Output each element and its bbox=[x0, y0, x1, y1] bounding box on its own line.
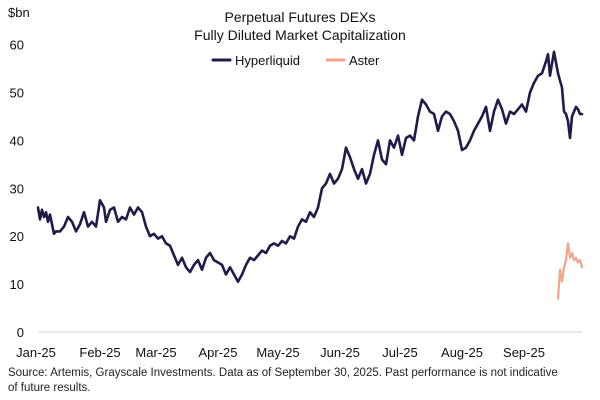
y-tick-label: 50 bbox=[10, 85, 24, 100]
x-tick-label: Jun-25 bbox=[320, 345, 360, 360]
y-tick-label: 0 bbox=[17, 325, 24, 340]
chart-title: Perpetual Futures DEXs bbox=[225, 9, 376, 25]
y-tick-label: 30 bbox=[10, 181, 24, 196]
x-tick-label: Apr-25 bbox=[198, 345, 237, 360]
legend-label: Hyperliquid bbox=[235, 53, 300, 68]
y-tick-label: 40 bbox=[10, 133, 24, 148]
x-tick-label: Aug-25 bbox=[441, 345, 483, 360]
source-note: Source: Artemis, Grayscale Investments. … bbox=[8, 367, 558, 394]
series-line-hyperliquid bbox=[36, 50, 584, 283]
y-tick-label: 60 bbox=[10, 38, 24, 53]
y-tick-label: 10 bbox=[10, 277, 24, 292]
x-tick-label: Jul-25 bbox=[382, 345, 417, 360]
chart-subtitle: Fully Diluted Market Capitalization bbox=[194, 27, 406, 43]
x-tick-label: May-25 bbox=[256, 345, 299, 360]
legend-label: Aster bbox=[349, 53, 380, 68]
x-tick-label: Jan-25 bbox=[16, 345, 56, 360]
x-tick-label: Mar-25 bbox=[135, 345, 176, 360]
x-tick-label: Feb-25 bbox=[79, 345, 120, 360]
x-tick-label: Sep-25 bbox=[503, 345, 545, 360]
y-axis-label: $bn bbox=[8, 5, 30, 20]
series-line-aster bbox=[556, 242, 584, 300]
line-chart: Perpetual Futures DEXs Fully Diluted Mark… bbox=[8, 5, 584, 360]
y-tick-label: 20 bbox=[10, 229, 24, 244]
